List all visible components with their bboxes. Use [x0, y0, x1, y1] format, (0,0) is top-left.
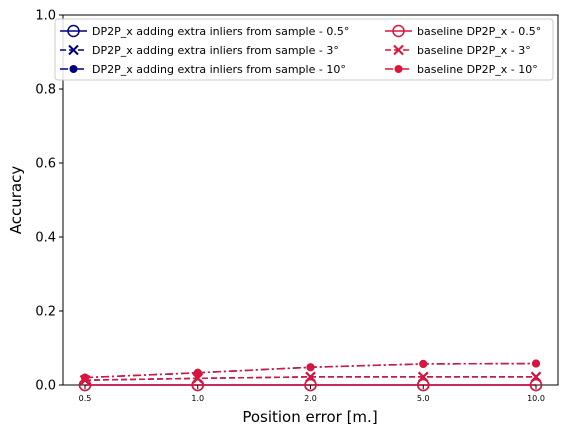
y-tick-label: 0.0: [35, 379, 56, 394]
data-point: [306, 363, 315, 372]
legend-marker: [68, 44, 79, 56]
x-marker-stroke: [393, 44, 404, 56]
y-axis-label: Accuracy: [7, 166, 25, 235]
legend-entry: baseline DP2P_x - 3°: [385, 44, 531, 57]
x-tick-label: 2.0: [304, 394, 317, 403]
legend-marker: [67, 24, 80, 38]
legend: DP2P_x adding extra inliers from sample …: [54, 18, 554, 81]
x-tick-label: 0.5: [79, 394, 92, 403]
data-point: [193, 368, 202, 377]
x-tick-label: 5.0: [417, 394, 430, 403]
legend-label: baseline DP2P_x - 0.5°: [417, 25, 541, 38]
y-axis: 0.0 0.2 0.4 0.6 0.8 1.0: [35, 9, 63, 394]
legend-entry: DP2P_x adding extra inliers from sample …: [60, 63, 346, 76]
y-tick-label: 1.0: [35, 9, 56, 24]
series-6: [81, 359, 540, 382]
x-marker-stroke: [68, 44, 79, 56]
data-point: [81, 373, 89, 382]
x-marker-stroke: [418, 371, 429, 383]
data-point: [304, 378, 317, 392]
legend-entry: DP2P_x adding extra inliers from sample …: [60, 44, 339, 57]
data-point: [305, 371, 316, 383]
legend-label: DP2P_x adding extra inliers from sample …: [92, 63, 346, 76]
legend-entry: baseline DP2P_x - 0.5°: [385, 24, 541, 38]
data-point: [532, 359, 540, 368]
y-tick-label: 0.6: [35, 157, 56, 172]
x-axis-label: Position error [m.]: [242, 408, 377, 426]
legend-items: DP2P_x adding extra inliers from sample …: [60, 24, 541, 76]
legend-label: baseline DP2P_x - 10°: [417, 63, 538, 76]
x-tick-label: 1.0: [191, 394, 204, 403]
x-marker-stroke: [305, 371, 316, 383]
legend-marker: [69, 65, 78, 73]
legend-label: DP2P_x adding extra inliers from sample …: [92, 44, 339, 57]
x-axis: 0.5 1.0 2.0 5.0 10.0: [79, 385, 545, 403]
legend-box: [54, 18, 554, 81]
y-tick-label: 0.8: [35, 83, 56, 98]
data-point: [530, 371, 542, 383]
data-point: [418, 371, 429, 383]
data-point: [529, 378, 543, 392]
x-tick-label: 10.0: [527, 394, 545, 403]
y-tick-label: 0.2: [35, 305, 56, 320]
y-tick-label: 0.4: [35, 231, 56, 246]
data-point: [419, 359, 428, 368]
series-5: [79, 371, 542, 386]
legend-label: baseline DP2P_x - 3°: [417, 44, 531, 57]
legend-entry: baseline DP2P_x - 10°: [385, 63, 538, 76]
legend-marker: [394, 65, 403, 73]
legend-marker: [393, 44, 404, 56]
legend-marker: [392, 24, 405, 38]
data-point: [417, 378, 430, 392]
legend-label: DP2P_x adding extra inliers from sample …: [92, 25, 349, 38]
x-marker-stroke: [530, 371, 542, 383]
series-layer: [78, 359, 543, 392]
legend-entry: DP2P_x adding extra inliers from sample …: [60, 24, 349, 38]
